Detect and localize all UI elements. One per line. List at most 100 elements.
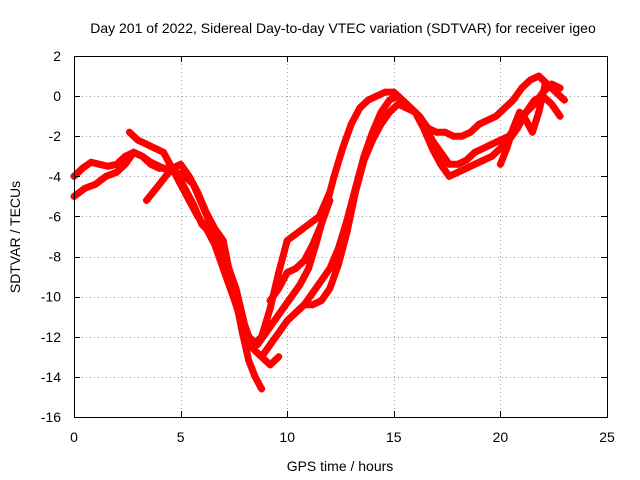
data-point-marker [535, 72, 543, 80]
x-tick-label: 20 [493, 429, 509, 445]
data-point-marker [155, 164, 163, 172]
data-point-marker [253, 341, 261, 349]
data-point-marker [155, 180, 163, 188]
series-track-3 [142, 160, 266, 393]
data-point-marker [428, 136, 436, 144]
axis-ticks [74, 56, 608, 418]
data-point-marker [258, 353, 266, 361]
data-point-marker [162, 172, 170, 180]
data-point-marker [411, 108, 419, 116]
y-tick-label: -14 [41, 369, 61, 385]
data-point-marker [249, 345, 257, 353]
data-point-marker [138, 152, 146, 160]
data-point-marker [522, 116, 530, 124]
data-point-marker [394, 100, 402, 108]
data-point-marker [134, 136, 142, 144]
data-point-marker [509, 96, 517, 104]
data-point-marker [556, 84, 564, 92]
y-tick-label: 0 [53, 88, 61, 104]
data-point-marker [317, 220, 325, 228]
data-point-marker [492, 112, 500, 120]
x-tick-label: 5 [177, 429, 185, 445]
data-point-marker [270, 317, 278, 325]
data-point-marker [496, 160, 504, 168]
data-point-marker [96, 160, 104, 168]
data-point-marker [360, 152, 368, 160]
data-point-marker [294, 228, 302, 236]
data-point-marker [560, 96, 568, 104]
data-point-marker [462, 164, 470, 172]
series-band [143, 160, 266, 393]
data-point-marker [381, 88, 389, 96]
data-point-marker [160, 148, 168, 156]
y-tick-label: -2 [49, 128, 62, 144]
data-point-marker [518, 84, 526, 92]
data-point-marker [102, 172, 110, 180]
data-point-marker [377, 108, 385, 116]
series-band [266, 196, 334, 305]
data-point-marker [339, 144, 347, 152]
x-tick-labels: 0 5 10 15 20 25 [70, 429, 615, 445]
data-point-marker [266, 361, 274, 369]
data-point-marker [432, 128, 440, 136]
data-point-marker [130, 148, 138, 156]
data-point-marker [326, 196, 334, 204]
series-band [496, 80, 549, 168]
data-point-marker [548, 100, 556, 108]
data-point-marker [516, 108, 524, 116]
data-point-marker [309, 241, 317, 249]
data-point-marker [202, 224, 210, 232]
data-point-marker [91, 180, 99, 188]
data-point-marker [503, 144, 511, 152]
data-point-marker [334, 261, 342, 269]
plot-frame [74, 56, 608, 418]
data-point-marker [326, 285, 334, 293]
data-point-marker [445, 172, 453, 180]
data-point-marker [149, 188, 157, 196]
data-point-marker [479, 144, 487, 152]
data-point-marker [347, 120, 355, 128]
x-tick-label: 25 [599, 429, 615, 445]
y-axis-label: SDTVAR / TECUs [7, 181, 23, 293]
data-point-marker [471, 148, 479, 156]
data-point-marker [386, 96, 394, 104]
data-point-marker [496, 144, 504, 152]
data-point-marker [334, 245, 342, 253]
data-point-marker [420, 120, 428, 128]
data-point-marker [251, 373, 259, 381]
data-point-marker [364, 96, 372, 104]
y-tick-label: 2 [53, 48, 61, 64]
data-point-marker [113, 168, 121, 176]
data-point-marker [496, 136, 504, 144]
series-band [125, 72, 568, 349]
data-point-marker [113, 160, 121, 168]
data-point-marker [211, 224, 219, 232]
data-point-marker [458, 132, 466, 140]
data-point-marker [236, 313, 244, 321]
series-track-7 [266, 196, 334, 305]
data-point-marker [275, 269, 283, 277]
data-point-marker [168, 164, 176, 172]
data-point-marker [296, 281, 304, 289]
data-point-marker [177, 180, 185, 188]
series-track-8 [496, 80, 549, 168]
data-point-marker [219, 237, 227, 245]
data-point-marker [441, 128, 449, 136]
data-point-marker [309, 289, 317, 297]
data-series [70, 72, 568, 393]
data-point-marker [356, 104, 364, 112]
data-point-marker [87, 158, 95, 166]
data-point-marker [262, 329, 270, 337]
data-point-marker [509, 124, 517, 132]
data-point-marker [445, 160, 453, 168]
data-point-marker [219, 265, 227, 273]
data-point-marker [471, 160, 479, 168]
data-point-marker [104, 162, 112, 170]
data-point-marker [279, 305, 287, 313]
data-point-marker [467, 128, 475, 136]
data-point-marker [462, 156, 470, 164]
data-point-marker [488, 152, 496, 160]
data-point-marker [305, 220, 313, 228]
data-point-marker [309, 301, 317, 309]
data-point-marker [556, 112, 564, 120]
